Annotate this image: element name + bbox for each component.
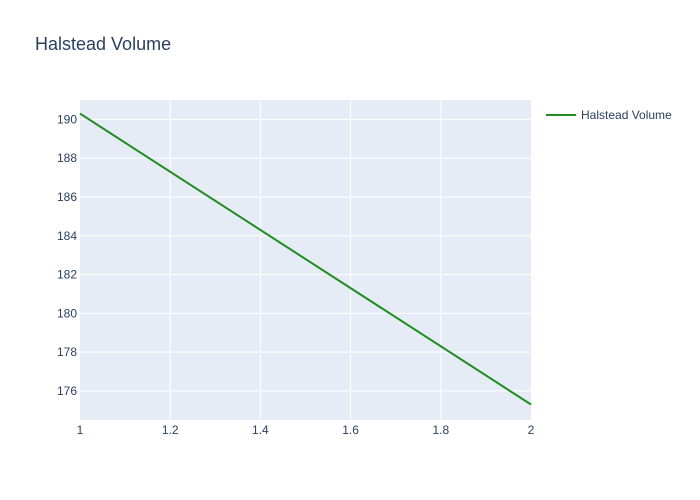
y-tick-label: 178 [57, 345, 77, 359]
chart-title: Halstead Volume [35, 34, 171, 54]
y-tick-label: 176 [57, 384, 77, 398]
x-tick-label: 1.6 [342, 423, 359, 437]
x-axis: 1 1.2 1.4 1.6 1.8 2 [77, 423, 535, 437]
legend-item[interactable]: Halstead Volume [546, 108, 672, 122]
y-tick-label: 188 [57, 151, 77, 165]
x-tick-label: 1.8 [432, 423, 449, 437]
legend-label: Halstead Volume [581, 108, 672, 122]
x-tick-label: 1.4 [252, 423, 269, 437]
x-tick-label: 2 [528, 423, 535, 437]
x-tick-label: 1.2 [162, 423, 179, 437]
y-tick-label: 182 [57, 268, 77, 282]
y-axis: 176 178 180 182 184 186 188 190 [57, 112, 77, 398]
series-layer [79, 112, 532, 406]
x-tick-label: 1 [77, 423, 84, 437]
y-tick-label: 190 [57, 112, 77, 126]
y-tick-label: 186 [57, 190, 77, 204]
legend[interactable]: Halstead Volume [546, 108, 672, 122]
y-tick-label: 180 [57, 306, 77, 320]
grid-lines [80, 100, 531, 420]
series-line [79, 112, 532, 406]
y-tick-label: 184 [57, 229, 77, 243]
